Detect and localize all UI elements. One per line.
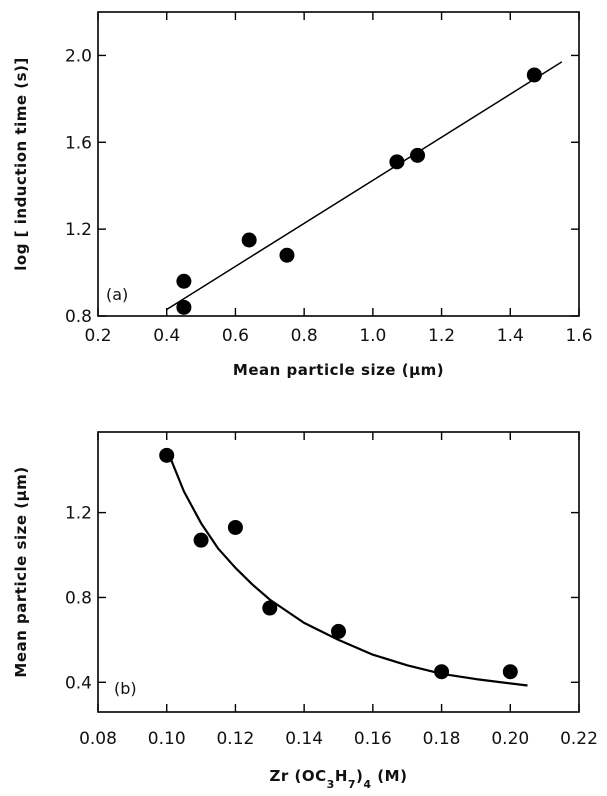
x-tick-label: 0.10 [148,729,186,749]
x-tick-label: 0.16 [354,729,392,749]
panel-label: (a) [106,285,128,304]
data-point [526,67,542,83]
data-point [389,154,405,170]
data-point [159,447,175,463]
plot-frame [97,431,580,713]
y-tick-label: 0.8 [65,588,92,608]
data-point [227,519,243,535]
data-point [434,664,450,680]
y-axis-title: log [ induction time (s)] [12,57,30,270]
panel-label: (b) [114,679,137,698]
y-tick-label: 0.8 [65,307,92,327]
x-tick-label: 1.6 [565,326,592,346]
x-tick-label: 0.8 [291,326,318,346]
y-tick-label: 1.2 [65,220,92,240]
y-tick-label: 0.4 [65,673,92,693]
data-point [410,147,426,163]
x-tick-label: 1.4 [497,326,524,346]
data-point [176,273,192,289]
y-tick-label: 1.6 [65,133,92,153]
plot-frame [97,11,580,317]
fit-line [166,61,563,311]
chart-panel-b: 0.08 0.10 0.12 0.14 0.16 0.18 0.20 0.22 0.4 0.8 1.… [12,431,598,791]
chart-panel-a: 0.2 0.4 0.6 0.8 1.0 1.2 1.4 1.6 0.8 1.2 1.6 2.0 (a) M… [12,11,593,379]
x-tick-label: 0.18 [423,729,461,749]
data-point [279,247,295,263]
y-axis-title: Mean particle size (μm) [12,466,30,677]
x-tick-label: 0.22 [560,729,598,749]
x-tick-label: 0.08 [79,729,117,749]
x-tick-label: 0.2 [84,326,111,346]
x-tick-label: 0.6 [222,326,249,346]
x-tick-label: 0.20 [491,729,529,749]
x-axis-title: Zr (OC3H7)4 (M) [270,767,408,791]
x-tick-label: 1.0 [359,326,386,346]
data-point [331,623,346,639]
data-point [193,532,209,548]
x-tick-label: 0.4 [153,326,180,346]
data-point [262,600,278,616]
x-tick-label: 1.2 [428,326,455,346]
x-tick-label: 0.12 [216,729,254,749]
x-axis-title: Mean particle size (μm) [233,361,444,379]
data-point [502,664,518,680]
fit-line [169,457,528,687]
data-point [241,232,257,248]
y-tick-label: 2.0 [65,46,92,66]
y-tick-label: 1.2 [65,504,92,524]
x-tick-label: 0.14 [285,729,323,749]
data-point [176,299,192,315]
